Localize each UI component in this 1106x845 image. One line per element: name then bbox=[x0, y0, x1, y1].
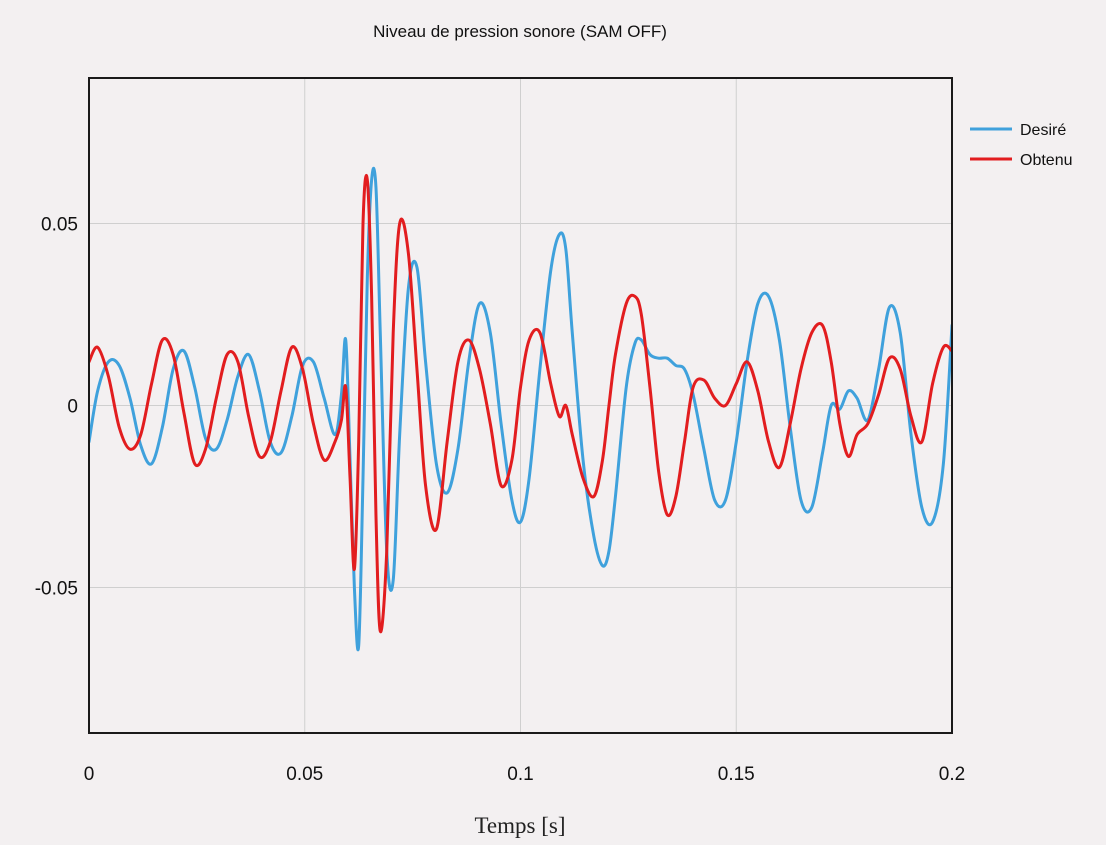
y-tick-label: 0.05 bbox=[41, 215, 78, 236]
tick-labels: 0 0.05 0.1 0.15 0.2 -0.05 0 0.05 bbox=[35, 215, 966, 785]
plot-frame bbox=[88, 77, 953, 734]
x-axis-label: Temps [s] bbox=[474, 813, 565, 838]
legend-label-desire: Desiré bbox=[1020, 122, 1066, 139]
x-tick-label: 0 bbox=[84, 764, 95, 785]
y-tick-label: 0 bbox=[67, 397, 78, 418]
y-tick-label: -0.05 bbox=[35, 578, 78, 599]
legend-label-obtenu: Obtenu bbox=[1020, 152, 1072, 169]
chart-title: Niveau de pression sonore (SAM OFF) bbox=[373, 22, 667, 41]
x-tick-label: 0.2 bbox=[939, 764, 965, 785]
series-lines bbox=[89, 166, 952, 652]
series-line-obtenu bbox=[89, 173, 952, 634]
x-tick-label: 0.1 bbox=[507, 764, 533, 785]
legend: Desiré Obtenu bbox=[970, 122, 1072, 169]
x-tick-label: 0.15 bbox=[718, 764, 755, 785]
x-tick-label: 0.05 bbox=[286, 764, 323, 785]
